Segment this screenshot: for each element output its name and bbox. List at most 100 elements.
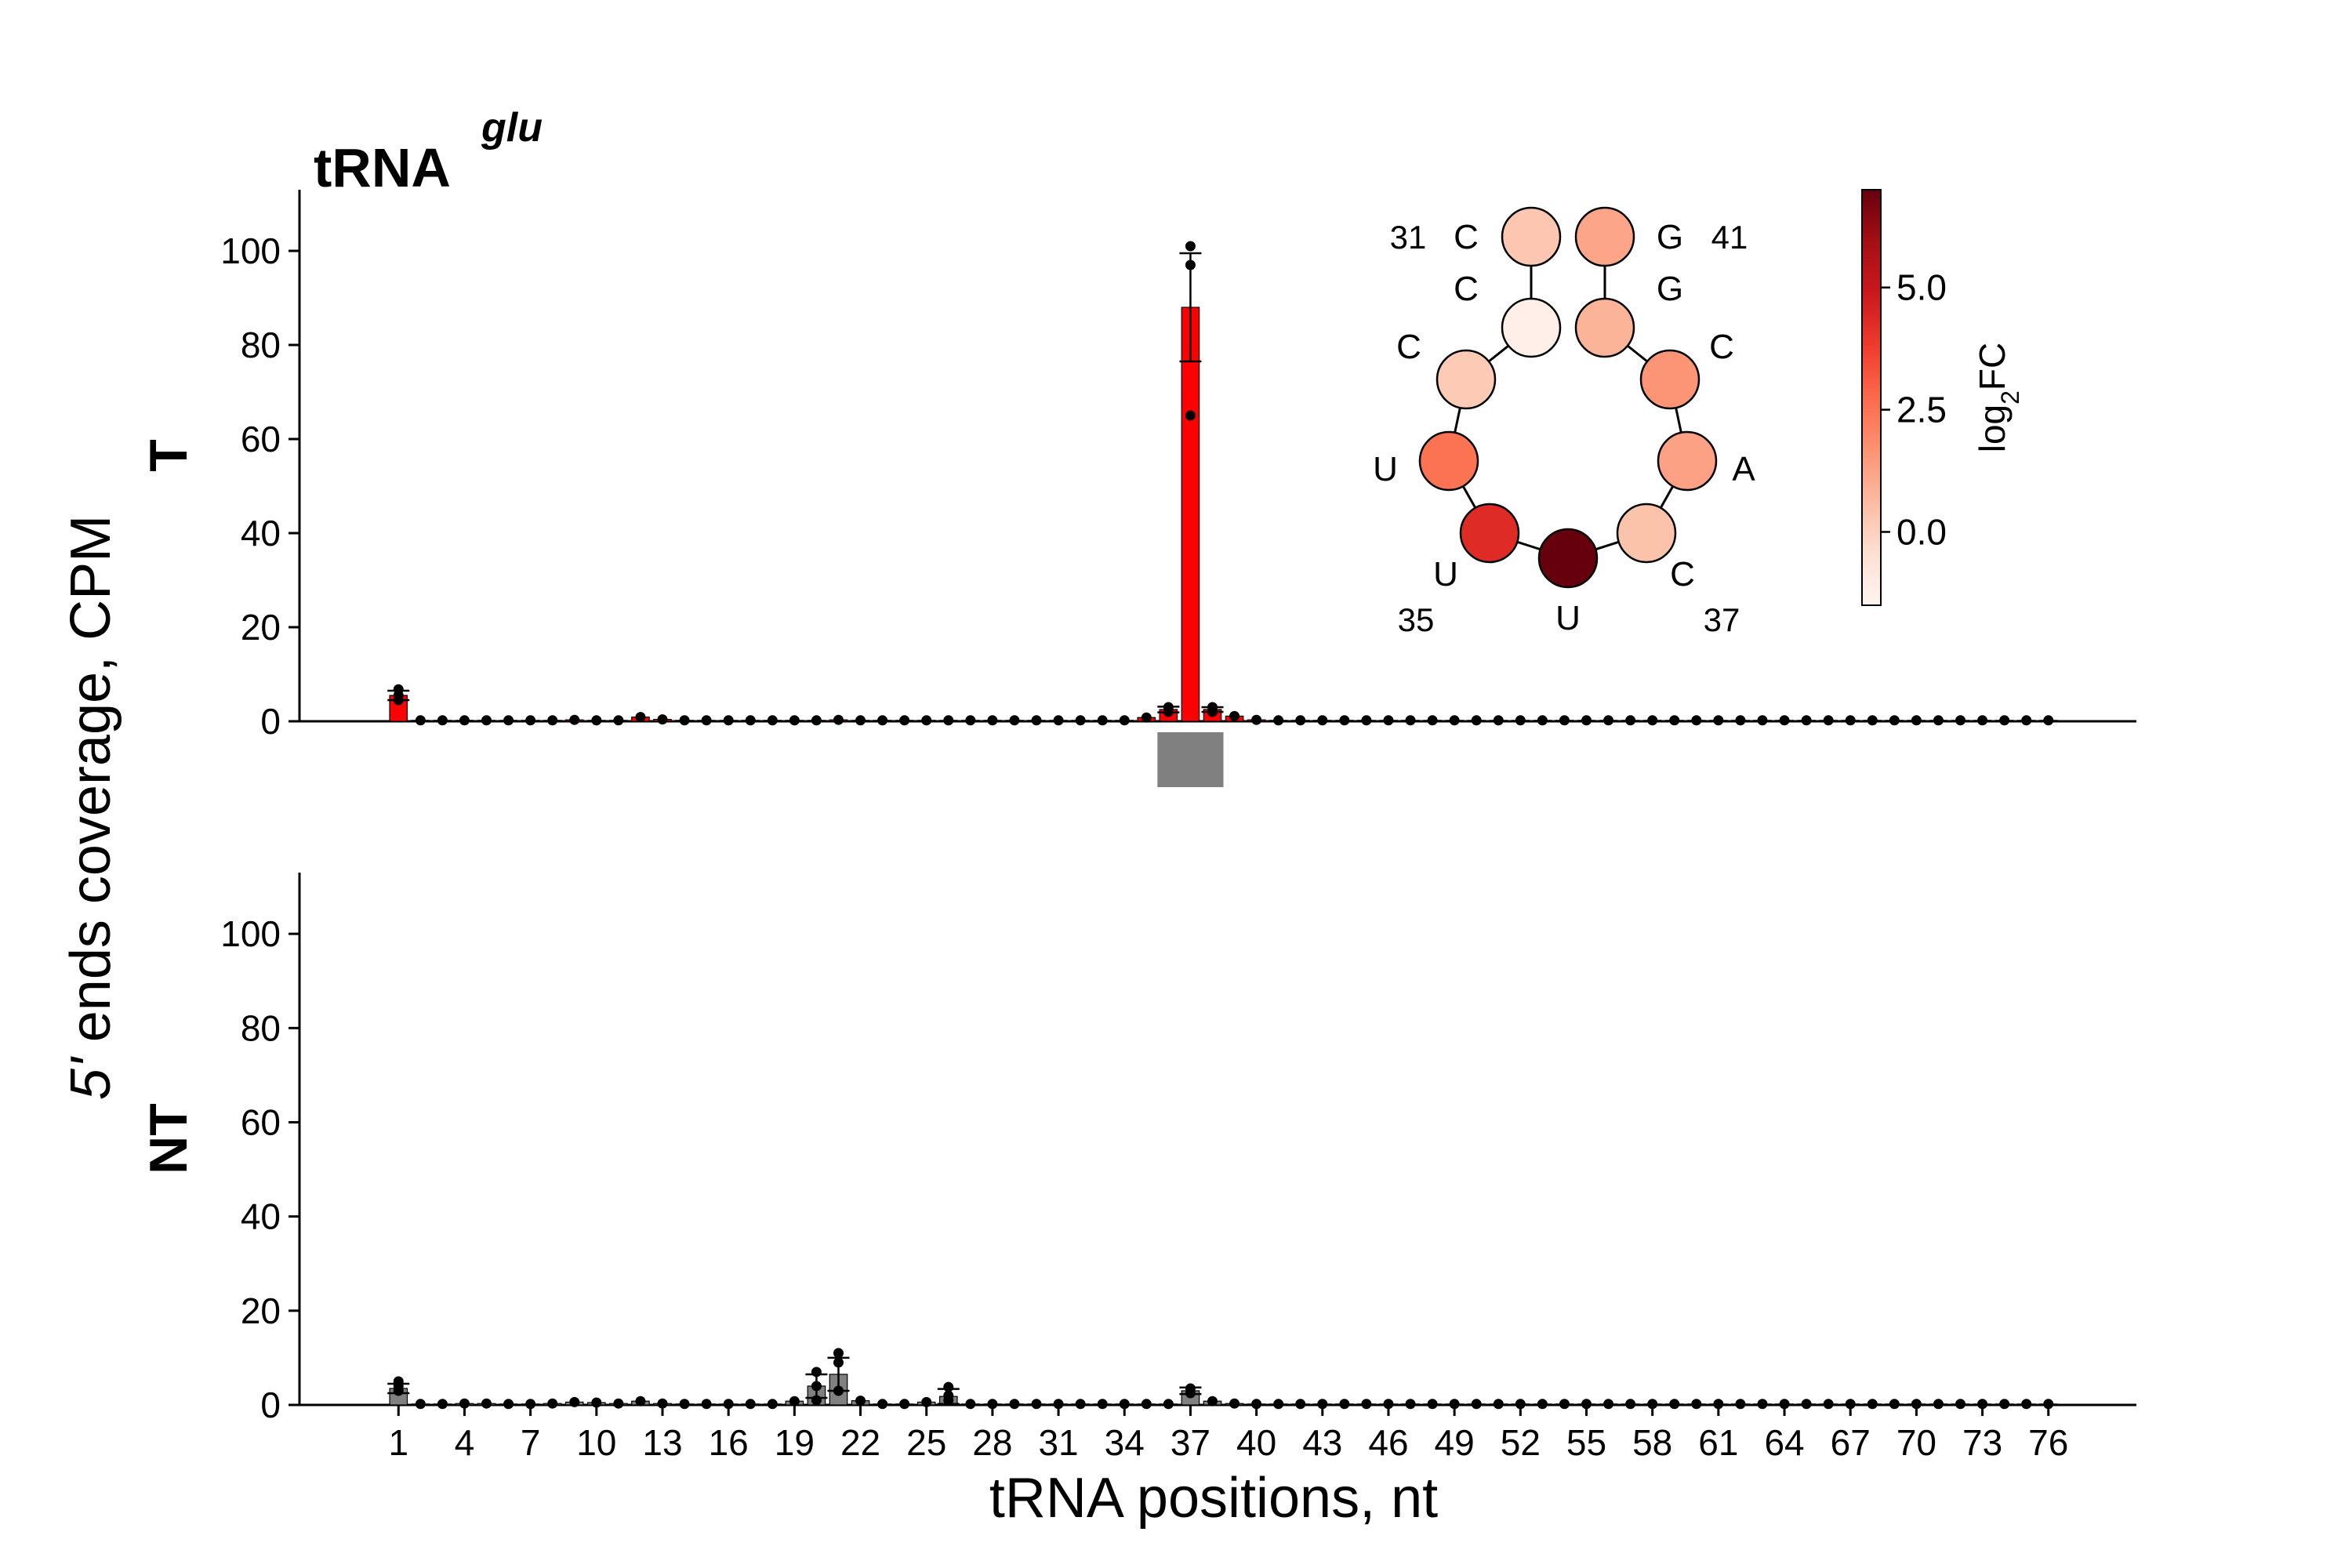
nucleotide-circle: [1574, 297, 1635, 358]
replicate-point: [393, 684, 404, 695]
x-tick-label: 40: [1236, 1422, 1276, 1463]
replicate-point: [415, 1399, 426, 1410]
replicate-point: [1801, 715, 1812, 726]
replicate-point: [1515, 1399, 1526, 1410]
replicate-point: [767, 1399, 778, 1410]
replicate-point: [899, 1399, 910, 1410]
replicate-point: [1207, 1396, 1218, 1406]
replicate-point: [1713, 1399, 1724, 1410]
nucleotide-base-label: U: [1433, 555, 1458, 593]
replicate-point: [1757, 1399, 1768, 1410]
nucleotide-position-label: 41: [1711, 219, 1748, 256]
x-tick-label: 16: [709, 1422, 749, 1463]
x-tick-label: 4: [455, 1422, 475, 1463]
bar: [1181, 307, 1200, 722]
nucleotide-circle: [1574, 206, 1635, 267]
replicate-point: [1603, 1399, 1614, 1410]
replicate-point: [1251, 1399, 1262, 1410]
replicate-point: [899, 715, 910, 726]
nucleotide-base-label: C: [1396, 328, 1421, 366]
replicate-point: [2043, 715, 2054, 726]
x-tick-label: 28: [972, 1422, 1012, 1463]
replicate-point: [811, 1367, 822, 1377]
replicate-point: [1361, 1399, 1372, 1410]
replicate-point: [459, 1398, 470, 1409]
replicate-point: [833, 1357, 844, 1368]
replicate-point: [393, 1376, 404, 1387]
y-tick-label: 40: [241, 513, 281, 554]
replicate-point: [1801, 1399, 1812, 1410]
replicate-point: [525, 715, 536, 726]
replicate-point: [789, 1396, 800, 1406]
replicate-point: [1471, 1399, 1482, 1410]
nucleotide-circle: [1501, 297, 1562, 358]
replicate-point: [1647, 1399, 1658, 1410]
replicate-point: [811, 715, 822, 726]
replicate-point: [1603, 715, 1614, 726]
x-axis-label: tRNA positions, nt: [989, 1467, 1438, 1530]
replicate-point: [1889, 1399, 1900, 1410]
x-tick-label: 61: [1698, 1422, 1738, 1463]
replicate-point: [569, 714, 580, 725]
replicate-point: [1427, 1399, 1438, 1410]
replicate-point: [1977, 1399, 1988, 1410]
replicate-point: [1141, 712, 1152, 723]
x-tick-label: 34: [1105, 1422, 1145, 1463]
replicate-point: [1999, 1399, 2010, 1410]
replicate-point: [1317, 1399, 1328, 1410]
x-tick-label: 55: [1566, 1422, 1606, 1463]
replicate-point: [745, 1399, 756, 1410]
x-tick-label: 7: [521, 1422, 541, 1463]
replicate-point: [1405, 715, 1416, 726]
replicate-point: [1053, 715, 1064, 726]
chart-title-main: tRNA: [314, 137, 451, 198]
replicate-point: [921, 1396, 932, 1407]
x-tick-label: 19: [775, 1422, 815, 1463]
replicate-point: [635, 1396, 646, 1406]
replicate-point: [943, 715, 954, 726]
y-tick-label: 100: [220, 913, 281, 954]
replicate-point: [1009, 715, 1020, 726]
replicate-point: [1097, 1399, 1108, 1410]
x-tick-label: 25: [906, 1422, 946, 1463]
replicate-point: [1185, 410, 1196, 421]
replicate-point: [1207, 702, 1218, 713]
nucleotide-circle: [1459, 503, 1520, 564]
replicate-point: [1119, 1399, 1130, 1410]
replicate-point: [1713, 715, 1724, 726]
replicate-point: [1405, 1399, 1416, 1410]
y-tick-label: 0: [260, 701, 281, 742]
y-tick-label: 40: [241, 1196, 281, 1237]
nucleotide-circle: [1537, 528, 1599, 589]
replicate-point: [1537, 1399, 1548, 1410]
y-tick-label: 80: [241, 325, 281, 365]
replicate-point: [1911, 1399, 1922, 1410]
highlight-box: [1157, 732, 1224, 787]
replicate-point: [481, 715, 492, 726]
y-tick-label: 60: [241, 1102, 281, 1142]
replicate-point: [1691, 715, 1702, 726]
replicate-point: [1735, 1399, 1746, 1410]
replicate-point: [1493, 1399, 1504, 1410]
replicate-point: [1581, 715, 1592, 726]
replicate-point: [1339, 715, 1350, 726]
replicate-point: [1075, 1399, 1086, 1410]
x-tick-label: 31: [1038, 1422, 1078, 1463]
colorbar-tick-label: 2.5: [1896, 390, 1947, 430]
colorbar-tick-label: 5.0: [1896, 267, 1947, 308]
replicate-point: [503, 715, 514, 726]
replicate-point: [943, 1390, 954, 1401]
replicate-point: [1229, 710, 1240, 721]
x-tick-label: 64: [1764, 1422, 1804, 1463]
nucleotide-base-label: C: [1670, 555, 1695, 593]
replicate-point: [2043, 1399, 2054, 1410]
x-tick-label: 58: [1632, 1422, 1672, 1463]
replicate-point: [2021, 715, 2032, 726]
replicate-point: [437, 715, 448, 726]
nucleotide-base-label: C: [1454, 218, 1479, 256]
replicate-point: [1471, 715, 1482, 726]
replicate-point: [1757, 715, 1768, 726]
panel-label: NT: [139, 1103, 198, 1174]
colorbar-tick-label: 0.0: [1896, 511, 1947, 552]
